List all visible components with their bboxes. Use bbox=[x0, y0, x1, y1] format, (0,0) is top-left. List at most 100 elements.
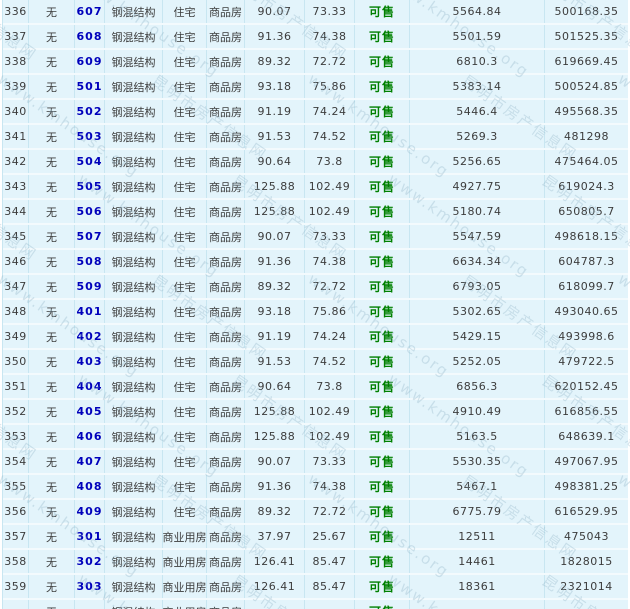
cell-structure: 钢混结构 bbox=[105, 575, 163, 598]
room-number-link[interactable]: 502 bbox=[75, 100, 105, 123]
cell-total-price: 481298 bbox=[564, 130, 609, 143]
room-number-link[interactable]: 608 bbox=[75, 25, 105, 48]
cell-inner-area: 73.8 bbox=[305, 375, 355, 398]
cell-unit-price: 5163.5 bbox=[410, 425, 545, 448]
cell-seq: 359 bbox=[3, 575, 29, 598]
room-number-link[interactable]: 504 bbox=[75, 150, 105, 173]
cell-restriction: 无 bbox=[29, 600, 75, 609]
room-number-link[interactable]: 401 bbox=[75, 300, 105, 323]
cell-sale-type: 商品房 bbox=[207, 175, 245, 198]
room-number-link[interactable]: 302 bbox=[75, 550, 105, 573]
cell-build-area: 125.88 bbox=[245, 200, 305, 223]
table-row: 345 无 507 钢混结构 住宅 商品房 90.07 73.33 可售 5547.59 49861… bbox=[3, 225, 628, 250]
cell-structure: 钢混结构 bbox=[105, 525, 163, 548]
table-row: 358 无 302 钢混结构 商业用房 商品房 126.41 85.47 可售 14461 1828… bbox=[3, 550, 628, 575]
cell-structure: 钢混结构 bbox=[105, 175, 163, 198]
cell-inner-area: 75.86 bbox=[305, 75, 355, 98]
room-number-link[interactable]: 408 bbox=[75, 475, 105, 498]
cell-restriction: 无 bbox=[29, 425, 75, 448]
status-badge: 可售 bbox=[355, 550, 410, 573]
cell-unit-price: 14461 bbox=[410, 550, 545, 573]
room-number-link[interactable] bbox=[75, 600, 105, 609]
cell-usage: 住宅 bbox=[163, 425, 207, 448]
cell-structure: 钢混结构 bbox=[105, 475, 163, 498]
cell-unit-price: 12511 bbox=[410, 525, 545, 548]
cell-sale-type: 商品房 bbox=[207, 325, 245, 348]
cell-unit-price: 5429.15 bbox=[410, 325, 545, 348]
status-badge: 可售 bbox=[355, 0, 410, 23]
status-badge: 可售 bbox=[355, 125, 410, 148]
room-number-link[interactable]: 402 bbox=[75, 325, 105, 348]
cell-restriction: 无 bbox=[29, 350, 75, 373]
room-number-link[interactable]: 505 bbox=[75, 175, 105, 198]
cell-unit-price: 6793.05 bbox=[410, 275, 545, 298]
cell-unit-price: 5180.74 bbox=[410, 200, 545, 223]
room-number-link[interactable]: 509 bbox=[75, 275, 105, 298]
cell-structure: 钢混结构 bbox=[105, 550, 163, 573]
cell-restriction: 无 bbox=[29, 450, 75, 473]
room-number-link[interactable]: 301 bbox=[75, 525, 105, 548]
cell-sale-type: 商品房 bbox=[207, 275, 245, 298]
status-badge: 可售 bbox=[355, 300, 410, 323]
room-number-link[interactable]: 404 bbox=[75, 375, 105, 398]
status-badge: 可售 bbox=[355, 50, 410, 73]
room-number-link[interactable]: 609 bbox=[75, 50, 105, 73]
table-row: 342 无 504 钢混结构 住宅 商品房 90.64 73.8 可售 5256.65 475464… bbox=[3, 150, 628, 175]
cell-seq: 337 bbox=[3, 25, 29, 48]
room-number-link[interactable]: 406 bbox=[75, 425, 105, 448]
cell-restriction: 无 bbox=[29, 25, 75, 48]
cell-build-area: 91.19 bbox=[245, 100, 305, 123]
cell-build-area: 90.64 bbox=[245, 375, 305, 398]
table-row: 355 无 408 钢混结构 住宅 商品房 91.36 74.38 可售 5467.1 498381… bbox=[3, 475, 628, 500]
cell-seq: 348 bbox=[3, 300, 29, 323]
cell-total-price: 500524.85 bbox=[554, 80, 619, 93]
room-number-link[interactable]: 503 bbox=[75, 125, 105, 148]
cell-restriction: 无 bbox=[29, 150, 75, 173]
cell-build-area: 91.36 bbox=[245, 250, 305, 273]
table-row: 341 无 503 钢混结构 住宅 商品房 91.53 74.52 可售 5269.3 481298 bbox=[3, 125, 628, 150]
room-number-link[interactable]: 607 bbox=[75, 0, 105, 23]
room-number-link[interactable]: 403 bbox=[75, 350, 105, 373]
room-number-link[interactable]: 506 bbox=[75, 200, 105, 223]
cell-structure: 钢混结构 bbox=[105, 375, 163, 398]
cell-total-price: 650805.7 bbox=[558, 205, 615, 218]
cell-build-area: 91.53 bbox=[245, 350, 305, 373]
cell-seq: 339 bbox=[3, 75, 29, 98]
cell-total-price: 493998.6 bbox=[558, 330, 615, 343]
cell-restriction: 无 bbox=[29, 500, 75, 523]
cell-sale-type: 商品房 bbox=[207, 300, 245, 323]
cell-total-price: 498381.25 bbox=[554, 480, 619, 493]
cell-unit-price: 5302.65 bbox=[410, 300, 545, 323]
table-row: 353 无 406 钢混结构 住宅 商品房 125.88 102.49 可售 5163.5 6486… bbox=[3, 425, 628, 450]
cell-inner-area: 73.8 bbox=[305, 150, 355, 173]
cell-restriction: 无 bbox=[29, 200, 75, 223]
status-badge: 可售 bbox=[355, 25, 410, 48]
room-number-link[interactable]: 409 bbox=[75, 500, 105, 523]
cell-structure: 钢混结构 bbox=[105, 100, 163, 123]
cell-seq: 350 bbox=[3, 350, 29, 373]
cell-sale-type: 商品房 bbox=[207, 450, 245, 473]
status-badge: 可售 bbox=[355, 225, 410, 248]
room-number-link[interactable]: 508 bbox=[75, 250, 105, 273]
room-number-link[interactable]: 407 bbox=[75, 450, 105, 473]
cell-build-area: 125.88 bbox=[245, 425, 305, 448]
room-number-link[interactable]: 507 bbox=[75, 225, 105, 248]
cell-structure: 钢混结构 bbox=[105, 500, 163, 523]
room-number-link[interactable]: 405 bbox=[75, 400, 105, 423]
room-number-link[interactable]: 501 bbox=[75, 75, 105, 98]
cell-build-area bbox=[245, 600, 305, 609]
cell-inner-area: 74.52 bbox=[305, 125, 355, 148]
table-row: 340 无 502 钢混结构 住宅 商品房 91.19 74.24 可售 5446.4 495568… bbox=[3, 100, 628, 125]
cell-seq: 352 bbox=[3, 400, 29, 423]
cell-structure: 钢混结构 bbox=[105, 75, 163, 98]
room-number-link[interactable]: 303 bbox=[75, 575, 105, 598]
cell-unit-price: 5467.1 bbox=[410, 475, 545, 498]
cell-inner-area: 73.33 bbox=[305, 0, 355, 23]
cell-structure: 钢混结构 bbox=[105, 50, 163, 73]
cell-usage: 住宅 bbox=[163, 75, 207, 98]
cell-usage: 商业用房 bbox=[163, 575, 207, 598]
cell-total-price: 619024.3 bbox=[558, 180, 615, 193]
cell-seq: 342 bbox=[3, 150, 29, 173]
